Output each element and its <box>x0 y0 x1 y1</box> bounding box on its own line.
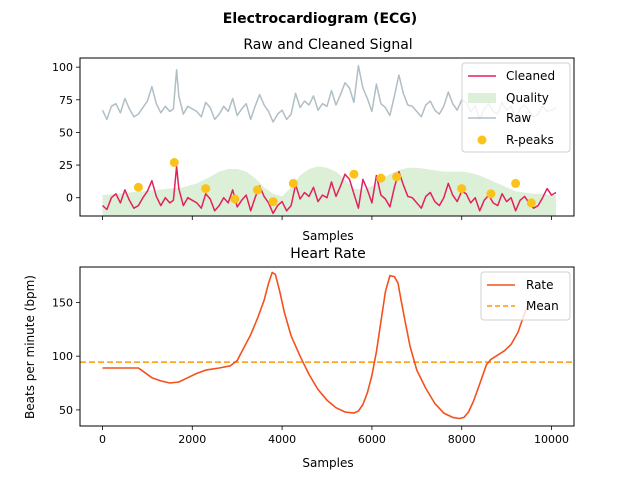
r-peak-point <box>201 184 211 194</box>
heart-rate-x-ticks: 0 2000 4000 6000 8000 10000 <box>99 426 569 446</box>
r-peak-point <box>268 197 278 207</box>
legend-rate-label: Rate <box>526 278 554 292</box>
r-peak-point <box>169 158 179 167</box>
heart-rate-panel-title: Heart Rate <box>290 246 366 262</box>
heart-rate-x-tick-label: 10000 <box>534 433 569 446</box>
heart-rate-y-tick-label: 100 <box>52 350 73 363</box>
legend-quality-swatch <box>468 93 496 103</box>
r-peak-point <box>288 178 298 188</box>
r-peak-point <box>252 185 262 195</box>
signal-legend: Cleaned Quality Raw R-peaks <box>461 62 571 153</box>
cleaned-signal-line <box>102 165 557 215</box>
r-peak-point <box>230 194 240 204</box>
heart-rate-y-tick-label: 150 <box>52 296 73 309</box>
legend-raw-label: Raw <box>506 111 531 125</box>
heart-rate-x-tick-label: 2000 <box>178 433 206 446</box>
heart-rate-x-axis-label: Samples <box>302 456 353 470</box>
heart-rate-y-tick-label: 50 <box>59 404 73 417</box>
r-peak-point <box>349 169 359 179</box>
heart-rate-x-tick-label: 0 <box>99 433 106 446</box>
heart-rate-legend-box <box>480 271 571 321</box>
heart-rate-y-ticks: 50 100 150 <box>52 296 80 417</box>
signal-y-ticks: 0 25 50 75 100 <box>52 61 80 205</box>
r-peak-point <box>376 173 386 183</box>
r-peak-point <box>457 184 467 194</box>
r-peak-point <box>133 182 143 192</box>
r-peak-point <box>511 178 521 188</box>
signal-y-tick-label: 50 <box>59 126 73 139</box>
heart-rate-panel: Heart Rate 0 2000 4000 6000 8000 10000 50 100 1… <box>23 246 575 470</box>
heart-rate-y-axis-label: Beats per minute (bpm) <box>23 275 37 419</box>
signal-axes-frame <box>79 57 575 217</box>
signal-legend-box <box>461 62 571 153</box>
legend-cleaned-label: Cleaned <box>506 69 555 83</box>
legend-rpeaks-label: R-peaks <box>506 133 554 147</box>
r-peak-point <box>486 189 496 199</box>
heart-rate-x-tick-label: 8000 <box>448 433 476 446</box>
signal-y-tick-label: 75 <box>59 94 73 107</box>
heart-rate-plot-area <box>80 271 574 420</box>
signal-panel: Raw and Cleaned Signal 0 25 50 75 100 Sample… <box>52 37 575 243</box>
legend-quality-label: Quality <box>506 91 549 105</box>
heart-rate-line <box>102 271 530 420</box>
r-peak-point <box>392 172 402 182</box>
legend-mean-label: Mean <box>526 299 559 313</box>
heart-rate-x-tick-label: 6000 <box>358 433 386 446</box>
signal-y-tick-label: 0 <box>66 192 73 205</box>
legend-rpeaks-swatch <box>477 135 487 145</box>
signal-x-axis-label: Samples <box>302 229 353 243</box>
r-peak-point <box>526 198 536 208</box>
signal-panel-title: Raw and Cleaned Signal <box>243 37 412 53</box>
heart-rate-legend: Rate Mean <box>480 271 571 321</box>
signal-y-tick-label: 25 <box>59 159 73 172</box>
heart-rate-axes-frame <box>79 266 575 427</box>
heart-rate-x-tick-label: 4000 <box>268 433 296 446</box>
signal-x-ticks <box>102 216 552 220</box>
signal-y-tick-label: 100 <box>52 61 73 74</box>
figure-suptitle: Electrocardiogram (ECG) <box>223 11 417 27</box>
signal-plot-area <box>101 65 557 216</box>
